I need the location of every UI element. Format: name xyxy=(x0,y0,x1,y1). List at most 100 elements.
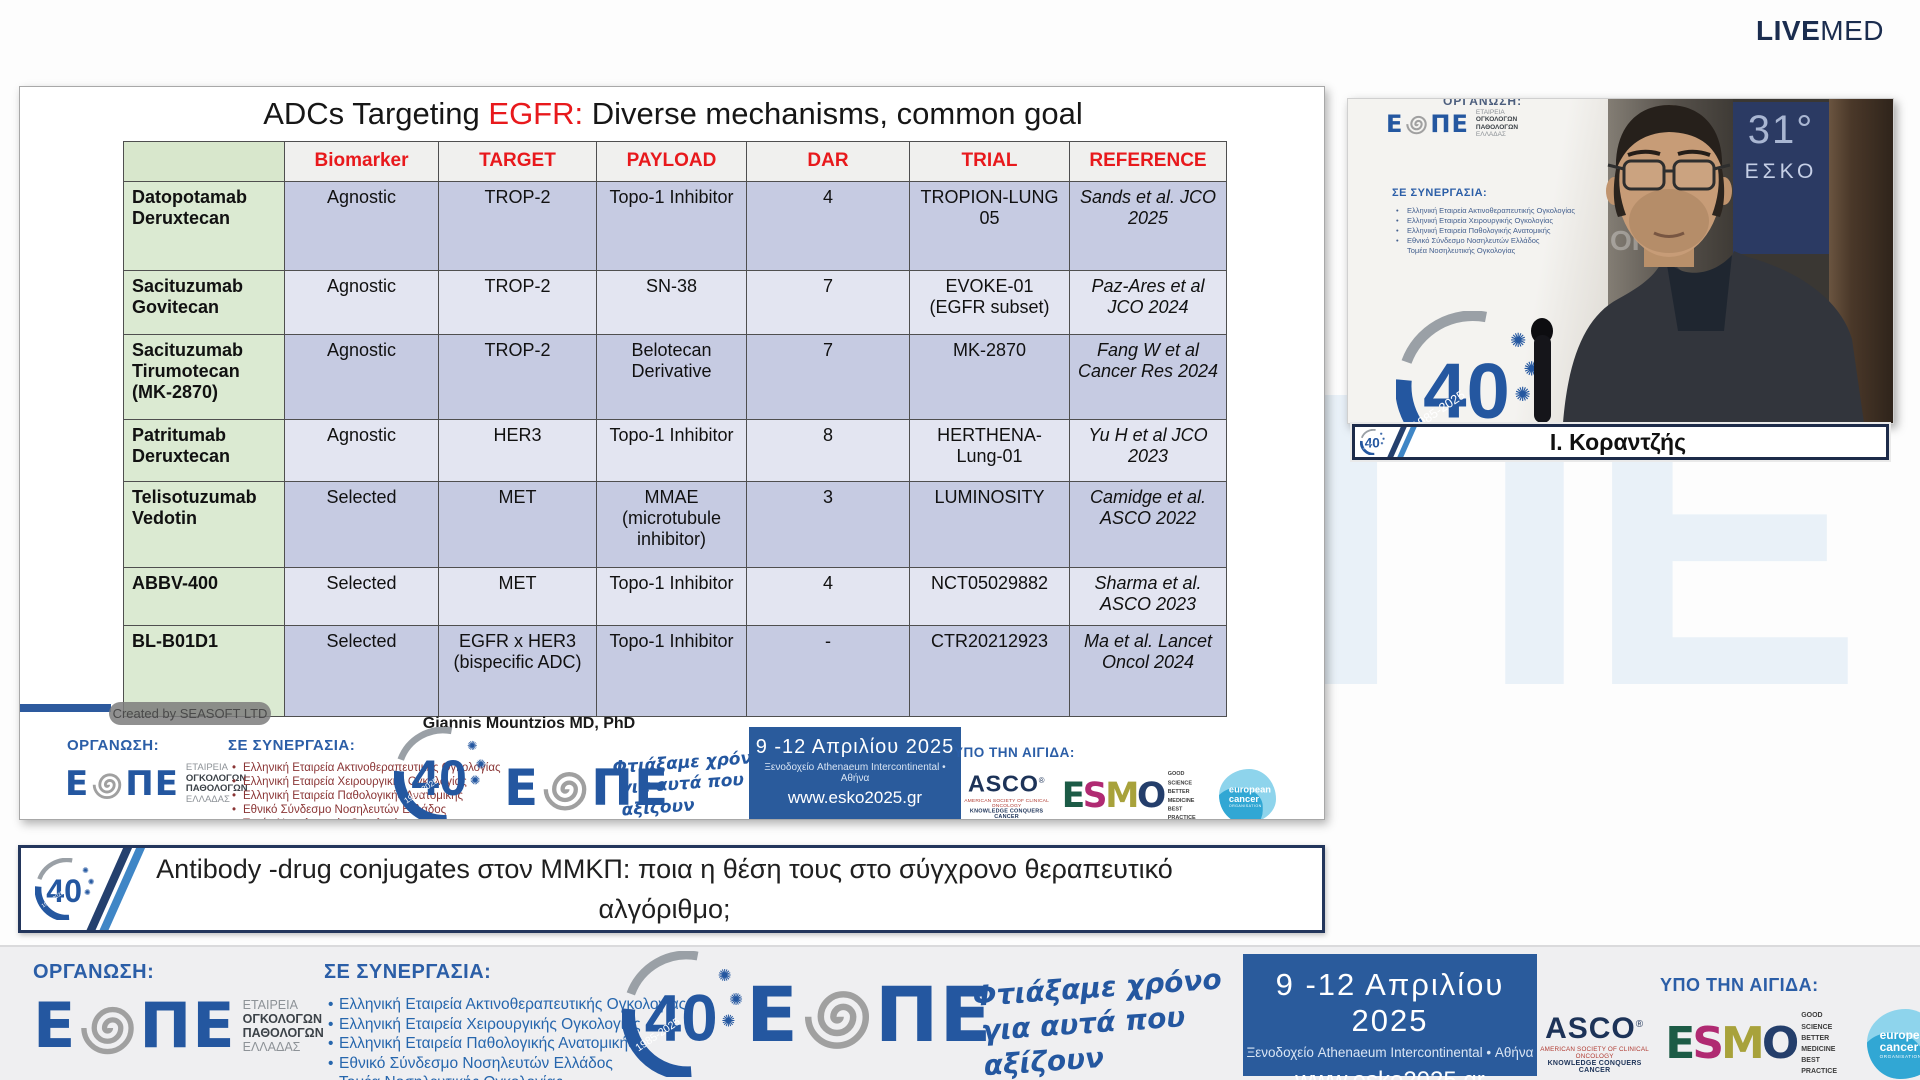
eope-logo-slide-footer: Ε ΠΕ ΕΤΑΙΡΕΙΑ ΟΓΚΟΛΟΓΩΝ ΠΑΘΟΛΟΓΩΝ ΕΛΛΑΔΑΣ xyxy=(65,762,248,806)
eope-logo-forty-lockup: Ε ΠΕ xyxy=(504,763,669,813)
cell-trial: EVOKE-01 (EGFR subset) xyxy=(909,270,1070,335)
footer-forty-logo: 40 1985-2025 ✺ ✺ ✺ xyxy=(622,951,748,1077)
speaker-glasses-left xyxy=(1622,159,1666,191)
conference-venue: Ξενοδοχείο Athenaeum Intercontinental • … xyxy=(764,762,946,784)
conference-dates: 9 -12 Απριλίου 2025 xyxy=(1275,967,1505,1038)
cell-reference: Ma et al. Lancet Oncol 2024 xyxy=(1069,625,1227,717)
footer-forty-slogan: Φτιάξαμε χρόνο για αυτά που αξίζουν xyxy=(972,959,1259,1080)
footer-eope-forty-lockup: Ε ΠΕ xyxy=(746,977,992,1053)
livemed-logo: LIVEMED xyxy=(1756,15,1884,47)
header-reference: REFERENCE xyxy=(1069,141,1227,182)
table-row: Sacituzumab Govitecan Agnostic TROP-2 SN-38… xyxy=(123,270,1227,335)
table-row: BL-B01D1 Selected EGFR x HER3 (bispecific … xyxy=(123,625,1227,717)
partner-item: Ελληνική Εταιρεία Ακτινοθεραπευτικής Ογκ… xyxy=(1396,206,1586,216)
eope-logo: Ε ΠΕ ΕΤΑΙΡΕΙΑ ΟΓΚΟΛΟΓΩΝ ΠΑΘΟΛΟΓΩΝ ΕΛΛΑΔΑΣ xyxy=(1386,109,1519,138)
cell-target: TROP-2 xyxy=(438,181,597,271)
svg-text:✺: ✺ xyxy=(1380,432,1383,436)
table-header-row: Biomarker TARGET PAYLOAD DAR TRIAL REFER… xyxy=(123,141,1227,182)
svg-text:40: 40 xyxy=(645,981,718,1054)
cell-payload: Belotecan Derivative xyxy=(596,334,747,420)
svg-text:✺: ✺ xyxy=(718,967,732,985)
auspices-logos: ASCO® AMERICAN SOCIETY OF CLINICAL ONCOLO… xyxy=(964,769,1276,819)
partner-item: Εθνικό Σύνδεσμο Νοσηλευτών Ελλάδος xyxy=(232,803,501,817)
partner-item: Ελληνική Εταιρεία Ακτινοθεραπευτικής Ογκ… xyxy=(232,761,501,775)
partner-item-continuation: Τομέα Νοσηλευτικής Ογκολογίας xyxy=(1407,246,1516,255)
footer-organizer-label: ΟΡΓΑΝΩΣΗ: xyxy=(33,961,155,983)
partner-item: Ελληνική Εταιρεία Χειρουργικής Ογκολογία… xyxy=(1396,216,1586,226)
cell-biomarker: Selected xyxy=(284,625,439,717)
cell-trial: HERTHENA-Lung-01 xyxy=(909,419,1070,482)
partner-item: Ελληνική Εταιρεία Χειρουργικής Ογκολογία… xyxy=(328,1015,686,1035)
eope-logo: Ε ΠΕ xyxy=(504,759,670,817)
banner-partners-label: ΣΕ ΣΥΝΕΡΓΑΣΙΑ: xyxy=(1392,187,1488,199)
footer-auspices-label: ΥΠΟ ΤΗΝ ΑΙΓΙΔΑ: xyxy=(1660,975,1819,995)
partners-list: Ελληνική Εταιρεία Ακτινοθεραπευτικής Ογκ… xyxy=(232,761,501,819)
header-trial: TRIAL xyxy=(909,141,1070,182)
cell-target: MET xyxy=(438,567,597,626)
eope-spiral-icon xyxy=(81,1006,135,1054)
cell-target: HER3 xyxy=(438,419,597,482)
svg-text:✺: ✺ xyxy=(1510,330,1526,352)
cell-name: Datopotamab Deruxtecan xyxy=(123,181,285,271)
cell-target: TROP-2 xyxy=(438,270,597,335)
cell-payload: MMAE (microtubule inhibitor) xyxy=(596,481,747,568)
partner-item: Εθνικό Σύνδεσμο Νοσηλευτών Ελλάδος xyxy=(1396,236,1586,246)
table-row: Patritumab Deruxtecan Agnostic HER3 Topo-1 … xyxy=(123,419,1227,482)
banner-forty-logo: 40 1985-2025 ✺ ✺ ✺ xyxy=(1396,311,1546,425)
eope-logo: Ε ΠΕ xyxy=(746,970,993,1059)
table-row: Telisotuzumab Vedotin Selected MET MMAE (mi… xyxy=(123,481,1227,568)
conference-dates: 9 -12 Απριλίου 2025 xyxy=(755,736,955,758)
cell-dar: 8 xyxy=(746,419,910,482)
speaker-jacket xyxy=(1563,251,1864,423)
cell-biomarker: Agnostic xyxy=(284,334,439,420)
cell-name: Telisotuzumab Vedotin xyxy=(123,481,285,568)
partner-item: Ελληνική Εταιρεία Ακτινοθεραπευτικής Ογκ… xyxy=(328,995,686,1015)
cell-reference: Sharma et al. ASCO 2023 xyxy=(1069,567,1227,626)
partner-item-continuation: Τομέα Νοσηλευτικής Ογκολογίας xyxy=(328,1073,686,1080)
auspices-logos-small: ASCO® AMERICAN SOCIETY OF CLINICAL ONCOLO… xyxy=(964,769,1276,819)
eope-logo: Ε ΠΕ ΕΤΑΙΡΕΙΑ ΟΓΚΟΛΟΓΩΝ ΠΑΘΟΛΟΓΩΝ ΕΛΛΑΔΑΣ xyxy=(33,989,324,1062)
header-empty xyxy=(123,141,285,182)
header-biomarker: Biomarker xyxy=(284,141,439,182)
header-dar: DAR xyxy=(746,141,910,182)
svg-text:✺: ✺ xyxy=(470,774,480,788)
auspices-label: ΥΠΟ ΤΗΝ ΑΙΓΙΔΑ: xyxy=(954,745,1075,760)
banner-eope-logo: Ε ΠΕ ΕΤΑΙΡΕΙΑ ΟΓΚΟΛΟΓΩΝ ΠΑΘΟΛΟΓΩΝ ΕΛΛΑΔΑΣ xyxy=(1386,109,1518,138)
speaker-beard xyxy=(1629,189,1709,253)
forty-years-logo: 40 1985-2025 ✺ ✺ ✺ xyxy=(394,727,490,819)
speaker-name-bar: 40 1985-2025 ✺ ✺ ✺ Ι. Κοραντζής xyxy=(1352,424,1889,460)
speaker-eyebrow xyxy=(1627,149,1661,157)
cell-payload: Topo-1 Inhibitor xyxy=(596,625,747,717)
partner-item: Ελληνική Εταιρεία Παθολογικής Ανατομικής xyxy=(328,1034,686,1054)
svg-text:40: 40 xyxy=(1423,347,1510,425)
slide-title: ADCs Targeting EGFR: Diverse mechanisms,… xyxy=(120,96,1226,132)
speaker-glasses-right xyxy=(1672,159,1716,191)
slide-panel: ADCs Targeting EGFR: Diverse mechanisms,… xyxy=(19,86,1325,820)
slide-blue-bar xyxy=(20,704,111,712)
slide-attribution: Giannis Mountzios MD, PhD xyxy=(422,715,636,732)
titlebar-forty-logo: 40 1985-2025 ✺ ✺ ✺ xyxy=(35,858,97,920)
livemed-live: LIVE xyxy=(1756,15,1821,46)
cell-trial: TROPION-LUNG 05 xyxy=(909,181,1070,271)
footer-partners-label: ΣΕ ΣΥΝΕΡΓΑΣΙΑ: xyxy=(324,961,492,983)
namebar-forty-logo: 40 1985-2025 ✺ ✺ ✺ xyxy=(1360,429,1386,455)
svg-text:40: 40 xyxy=(46,873,82,909)
cell-trial: MK-2870 xyxy=(909,334,1070,420)
partner-item: Ελληνική Εταιρεία Παθολογικής Ανατομικής xyxy=(1396,226,1586,236)
adc-table: Biomarker TARGET PAYLOAD DAR TRIAL REFER… xyxy=(123,141,1227,717)
partner-item: Εθνικό Σύνδεσμο Νοσηλευτών Ελλάδος xyxy=(328,1054,686,1074)
esko-31-panel: 31° ΕΣΚΟ xyxy=(1733,102,1829,254)
table-row: Sacituzumab Tirumotecan (MK-2870) Agnosti… xyxy=(123,334,1227,420)
conference-url: www.esko2025.gr xyxy=(787,788,923,807)
speaker-name: Ι. Κοραντζής xyxy=(1549,428,1687,455)
cell-reference: Paz-Ares et al JCO 2024 xyxy=(1069,270,1227,335)
livemed-med: MED xyxy=(1820,15,1884,46)
rollup-banner: ΟΡΓΑΝΩΣΗ: Ε ΠΕ ΕΤΑΙΡΕΙΑ ΟΓΚΟΛΟΓΩΝ ΠΑΘΟΛΟΓΩΝ Ε… xyxy=(1348,99,1608,423)
cell-reference: Fang W et al Cancer Res 2024 xyxy=(1069,334,1227,420)
cell-name: Sacituzumab Govitecan xyxy=(123,270,285,335)
microphone xyxy=(1534,335,1551,423)
